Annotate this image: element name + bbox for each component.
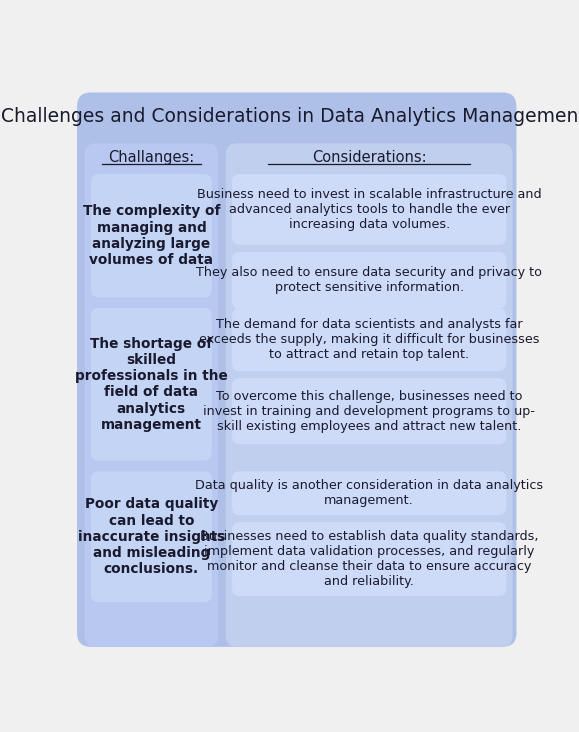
FancyBboxPatch shape xyxy=(77,92,516,647)
Text: Challanges:: Challanges: xyxy=(108,149,195,165)
FancyBboxPatch shape xyxy=(85,143,218,647)
Text: The complexity of
managing and
analyzing large
volumes of data: The complexity of managing and analyzing… xyxy=(83,204,220,267)
Text: Business need to invest in scalable infrastructure and
advanced analytics tools : Business need to invest in scalable infr… xyxy=(197,188,541,231)
Text: Considerations:: Considerations: xyxy=(312,149,427,165)
FancyBboxPatch shape xyxy=(232,308,507,371)
FancyBboxPatch shape xyxy=(91,308,212,460)
Text: Poor data quality
can lead to
inaccurate insights
and misleading
conclusions.: Poor data quality can lead to inaccurate… xyxy=(78,497,225,576)
Text: Challenges and Considerations in Data Analytics Management:: Challenges and Considerations in Data An… xyxy=(1,107,579,126)
FancyBboxPatch shape xyxy=(232,522,507,596)
Text: To overcome this challenge, businesses need to
invest in training and developmen: To overcome this challenge, businesses n… xyxy=(203,389,535,433)
Text: They also need to ensure data security and privacy to
protect sensitive informat: They also need to ensure data security a… xyxy=(196,266,542,294)
Text: Data quality is another consideration in data analytics
management.: Data quality is another consideration in… xyxy=(195,479,543,507)
FancyBboxPatch shape xyxy=(232,471,507,515)
FancyBboxPatch shape xyxy=(80,96,514,137)
Text: The shortage of
skilled
professionals in the
field of data
analytics
management: The shortage of skilled professionals in… xyxy=(75,337,228,432)
FancyBboxPatch shape xyxy=(226,143,512,647)
Text: The demand for data scientists and analysts far
exceeds the supply, making it di: The demand for data scientists and analy… xyxy=(199,318,540,361)
FancyBboxPatch shape xyxy=(232,174,507,245)
FancyBboxPatch shape xyxy=(91,174,212,297)
FancyBboxPatch shape xyxy=(91,471,212,602)
FancyBboxPatch shape xyxy=(232,378,507,444)
Text: Businesses need to establish data quality standards,
implement data validation p: Businesses need to establish data qualit… xyxy=(200,530,538,588)
FancyBboxPatch shape xyxy=(232,252,507,309)
